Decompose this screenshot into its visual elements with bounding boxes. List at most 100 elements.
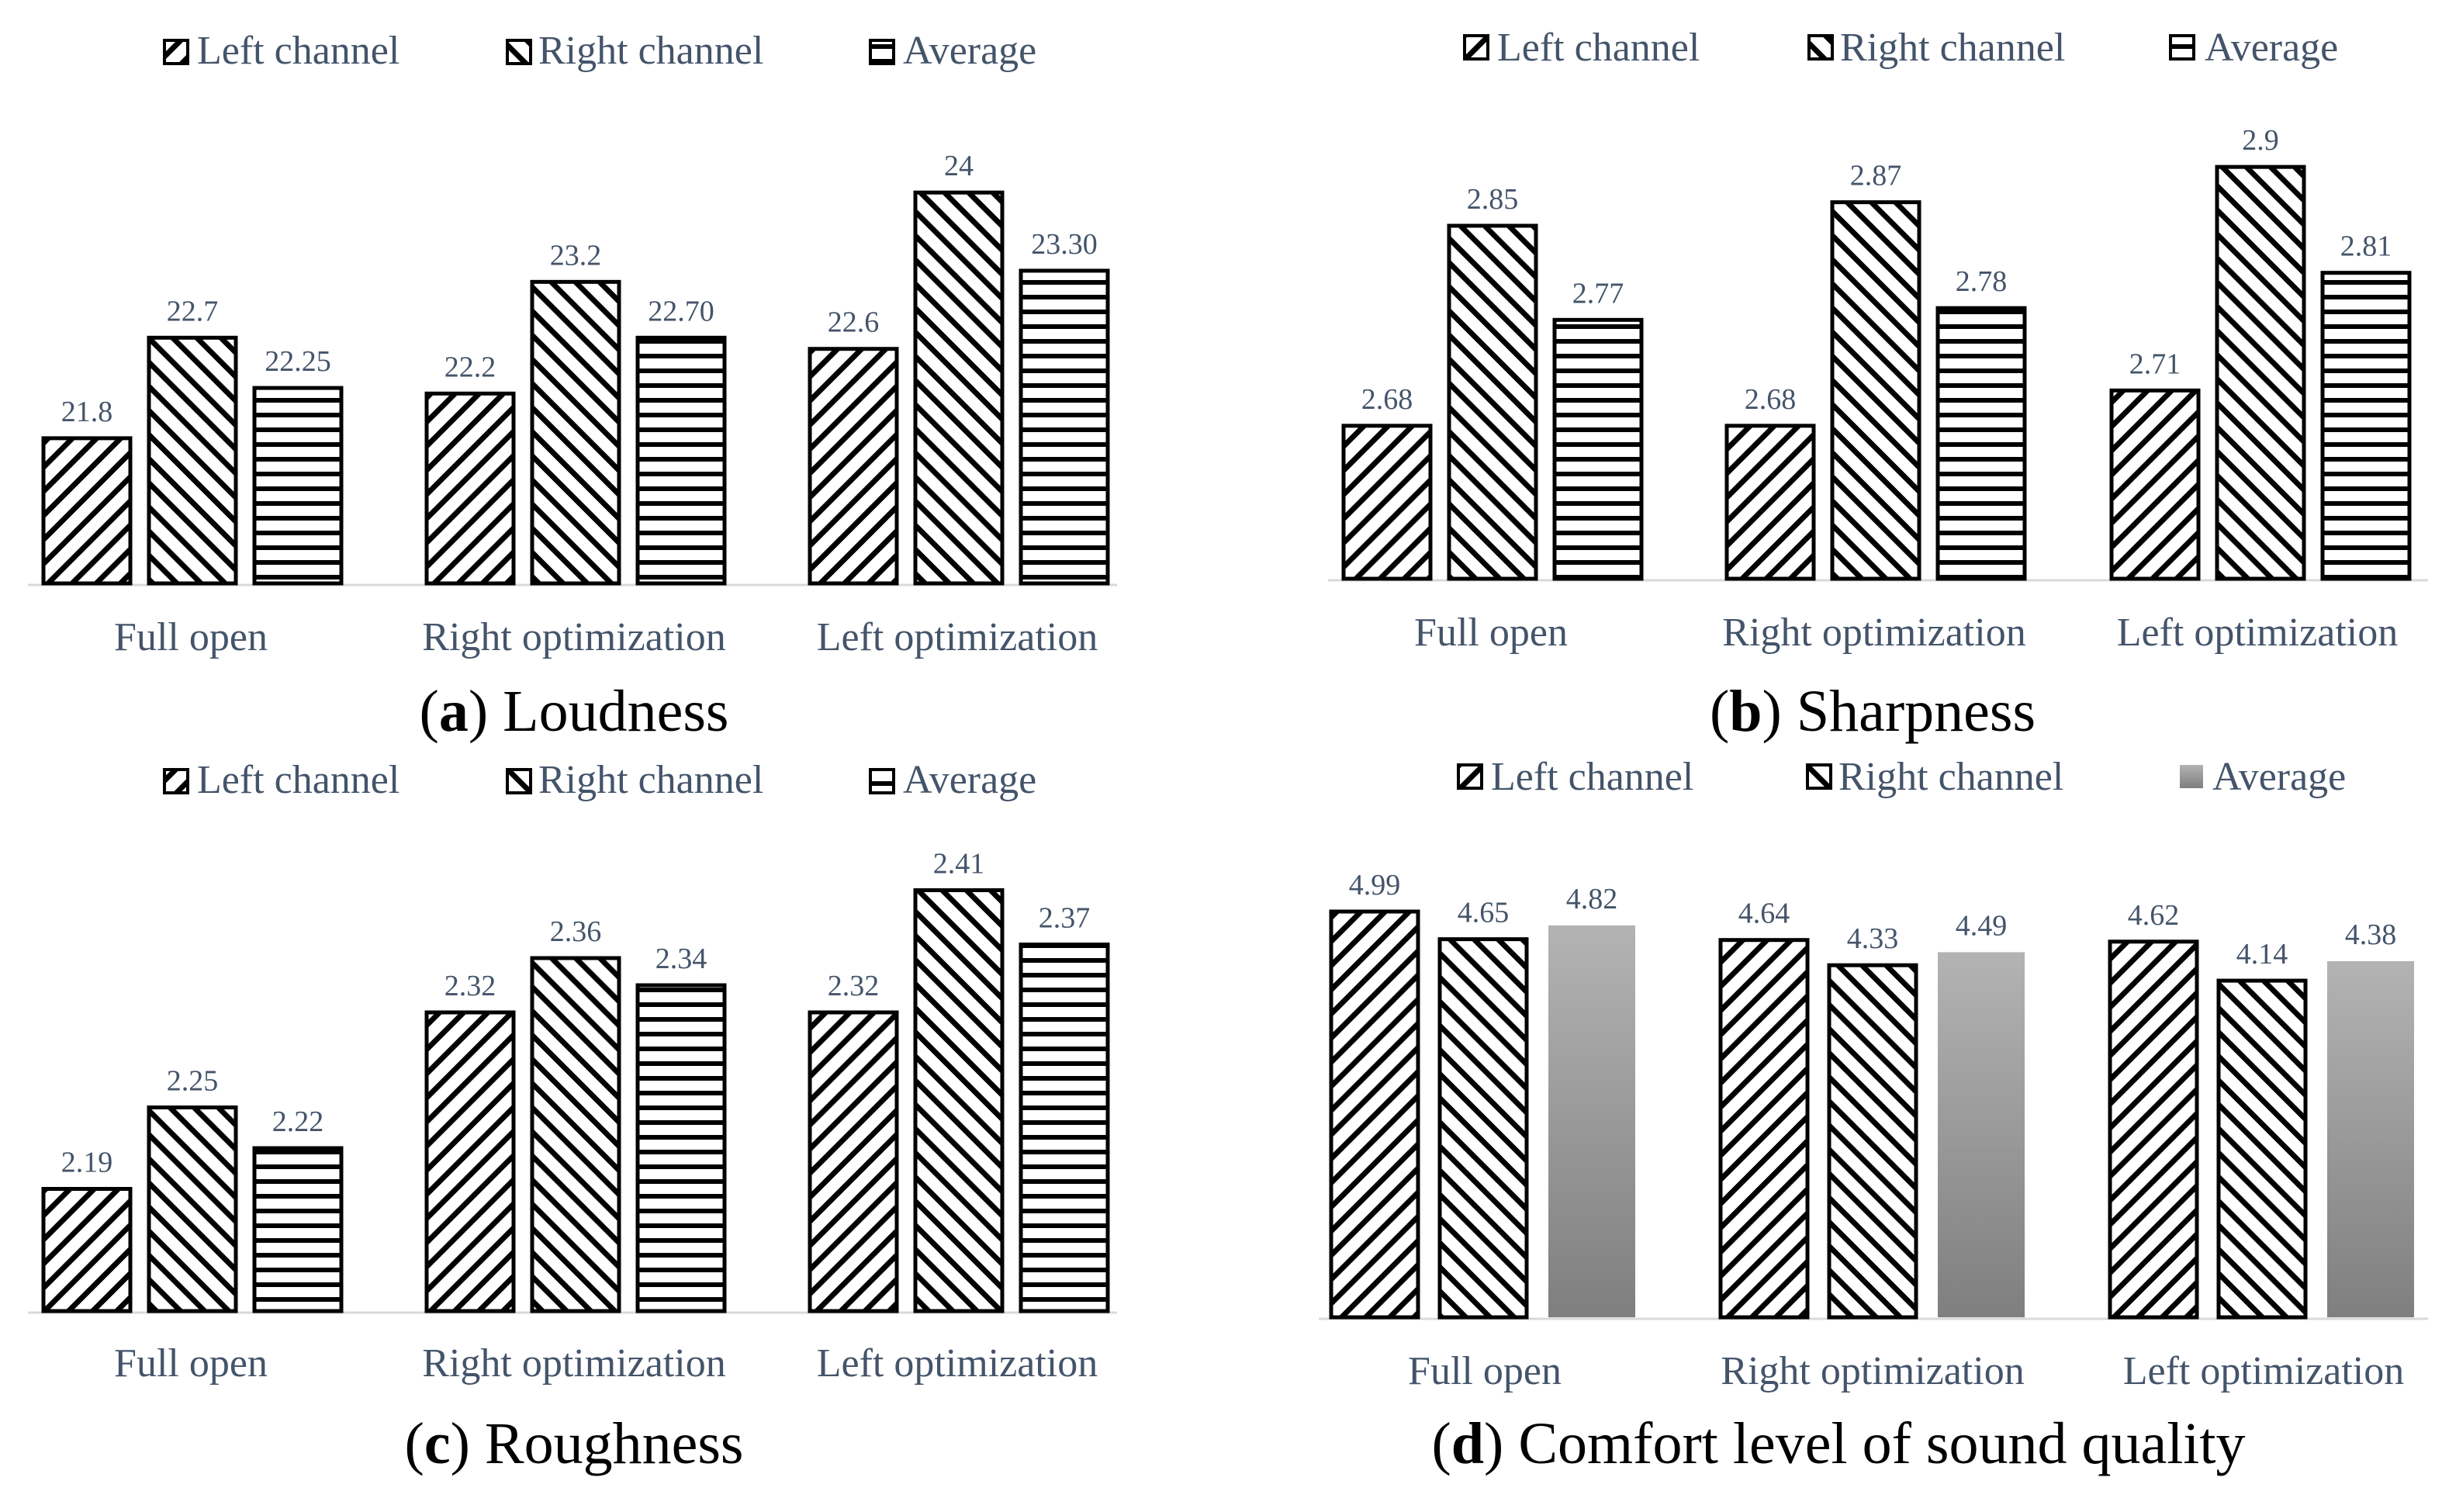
legend-label-right-channel: Right channel xyxy=(538,758,763,802)
legend-label-left-channel: Left channel xyxy=(197,29,400,73)
x-tick-label: Left optimization xyxy=(2123,1349,2404,1393)
legend-swatch-left-channel xyxy=(163,39,189,65)
legend-swatch-average xyxy=(869,768,895,794)
legend-label-left-channel: Left channel xyxy=(1491,755,1693,799)
legend-swatch-right-channel xyxy=(506,39,532,65)
data-label: 4.38 xyxy=(2345,919,2397,951)
legend-swatch-left-channel xyxy=(1457,763,1483,790)
data-label: 4.82 xyxy=(1566,883,1618,915)
data-label: 4.14 xyxy=(2236,938,2288,971)
caption-c: (c) Roughness xyxy=(405,1411,744,1476)
legend-swatch-right-channel xyxy=(1806,763,1832,790)
data-label: 2.68 xyxy=(1745,383,1797,416)
bar-right-channel xyxy=(913,190,1005,586)
data-label: 2.77 xyxy=(1572,277,1624,310)
bar-left-channel xyxy=(2108,939,2199,1320)
data-label: 4.33 xyxy=(1847,922,1899,955)
panel-d: Left channel Right channel Average 4.99 4… xyxy=(1319,755,2428,1476)
data-label: 2.37 xyxy=(1039,902,1091,935)
bar-left-channel xyxy=(41,436,133,586)
legend-label-average: Average xyxy=(903,29,1036,73)
data-label: 4.49 xyxy=(1956,909,2008,942)
data-label: 2.19 xyxy=(61,1147,113,1179)
bar-average xyxy=(1019,268,1110,586)
x-tick-label: Right optimization xyxy=(422,615,725,659)
x-tick-label: Right optimization xyxy=(1721,1349,2024,1393)
data-label: 4.99 xyxy=(1349,869,1401,901)
legend-swatch-average xyxy=(2169,34,2195,61)
bars-a: 21.8 22.7 22.25 22.2 23.2 22.70 22.6 24 23.30 xyxy=(41,150,1110,586)
caption-b: (b) Sharpness xyxy=(1710,679,2036,744)
bar-left-channel xyxy=(808,1010,899,1313)
legend-a: Left channel Right channel Average xyxy=(163,29,1036,73)
data-label: 2.25 xyxy=(167,1065,219,1098)
data-label: 2.87 xyxy=(1850,160,1902,192)
legend-b: Left channel Right channel Average xyxy=(1463,26,2338,70)
bar-average xyxy=(635,983,727,1313)
data-label: 4.65 xyxy=(1458,897,1510,929)
data-label: 21.8 xyxy=(61,396,113,428)
bars-c: 2.19 2.25 2.22 2.32 2.36 2.34 2.32 2.41 2.37 xyxy=(41,848,1110,1313)
panel-c: Left channel Right channel Average 2.19 2… xyxy=(28,758,1117,1476)
panel-b: Left channel Right channel Average 2.68 2… xyxy=(1328,26,2428,744)
data-label: 22.7 xyxy=(167,295,219,327)
x-tick-label: Full open xyxy=(1408,1349,1562,1393)
x-tick-labels-d: Full open Right optimization Left optimi… xyxy=(1408,1349,2404,1393)
data-label: 2.22 xyxy=(272,1105,324,1138)
bar-average xyxy=(1552,317,1644,581)
legend-label-left-channel: Left channel xyxy=(1497,26,1700,70)
bar-average xyxy=(2327,960,2414,1317)
bar-average xyxy=(252,386,344,586)
data-label: 2.32 xyxy=(444,970,496,1002)
legend-d: Left channel Right channel Average xyxy=(1457,755,2346,799)
bar-left-channel xyxy=(1718,938,1810,1320)
data-label: 2.78 xyxy=(1956,265,2008,298)
bar-average xyxy=(252,1146,344,1313)
legend-label-right-channel: Right channel xyxy=(1840,26,2065,70)
data-label: 2.68 xyxy=(1361,383,1413,416)
bar-right-channel xyxy=(1447,223,1538,581)
x-tick-label: Full open xyxy=(114,1341,268,1386)
bar-right-channel xyxy=(1830,200,1921,581)
bar-average xyxy=(1935,306,2027,581)
bar-average xyxy=(1548,925,1635,1317)
bar-average xyxy=(2320,271,2412,581)
panel-a: Left channel Right channel Average 21.8 2… xyxy=(28,29,1117,744)
data-label: 2.81 xyxy=(2340,230,2392,263)
data-label: 24 xyxy=(944,150,974,182)
bar-left-channel xyxy=(424,391,516,586)
data-label: 2.41 xyxy=(933,848,985,881)
x-tick-labels-a: Full open Right optimization Left optimi… xyxy=(114,615,1098,659)
legend-swatch-average xyxy=(869,39,895,65)
legend-swatch-average xyxy=(2180,765,2203,788)
caption-d: (d) Comfort level of sound quality xyxy=(1431,1411,2245,1476)
data-label: 2.36 xyxy=(550,915,602,948)
bar-left-channel xyxy=(41,1187,133,1313)
bar-right-channel xyxy=(147,335,238,586)
legend-swatch-right-channel xyxy=(1807,34,1834,61)
data-label: 22.25 xyxy=(265,345,331,378)
x-tick-label: Full open xyxy=(1414,611,1568,655)
bar-average xyxy=(1019,943,1110,1313)
x-tick-label: Full open xyxy=(114,615,268,659)
data-label: 2.71 xyxy=(2129,348,2181,380)
legend-swatch-left-channel xyxy=(1463,34,1489,61)
bar-left-channel xyxy=(808,347,899,586)
data-label: 23.2 xyxy=(550,239,602,272)
data-label: 2.34 xyxy=(655,943,707,975)
x-tick-label: Left optimization xyxy=(2117,611,2398,655)
data-label: 22.6 xyxy=(828,306,880,339)
legend-label-right-channel: Right channel xyxy=(1838,755,2063,799)
bar-right-channel xyxy=(1827,963,1918,1320)
legend-label-right-channel: Right channel xyxy=(538,29,763,73)
data-label: 2.85 xyxy=(1467,183,1519,216)
x-tick-label: Right optimization xyxy=(422,1341,725,1386)
bar-right-channel xyxy=(147,1105,238,1313)
x-tick-label: Right optimization xyxy=(1722,611,2025,655)
legend-c: Left channel Right channel Average xyxy=(163,758,1036,802)
legend-label-average: Average xyxy=(2205,26,2338,70)
bar-left-channel xyxy=(1724,424,1816,581)
x-tick-labels-c: Full open Right optimization Left optimi… xyxy=(114,1341,1098,1386)
x-tick-label: Left optimization xyxy=(817,1341,1098,1386)
